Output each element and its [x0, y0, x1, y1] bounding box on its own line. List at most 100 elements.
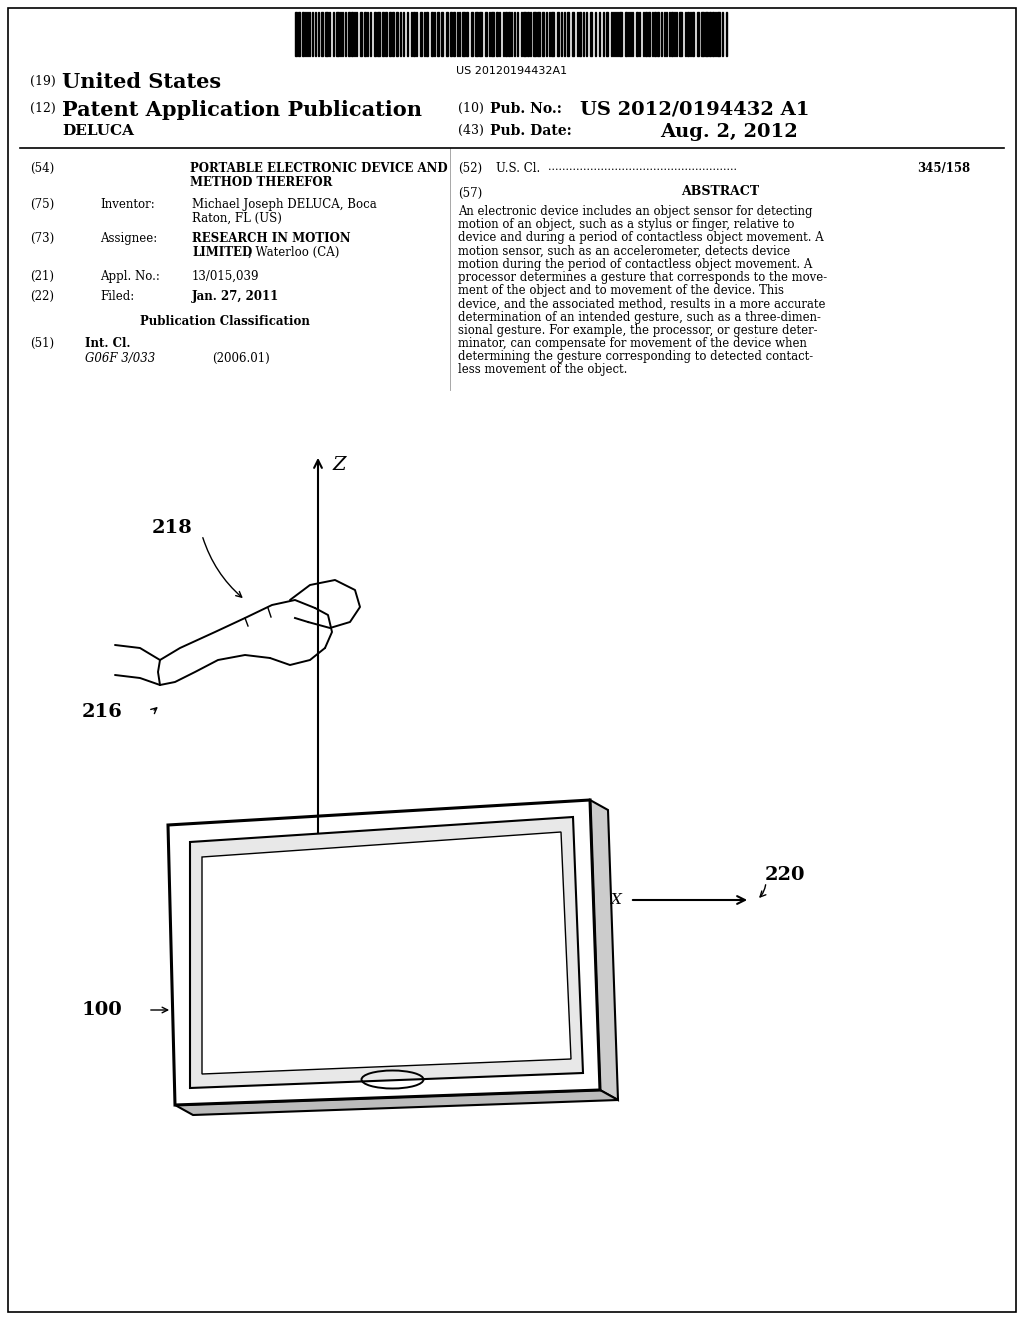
Bar: [382, 12, 384, 55]
Bar: [687, 12, 689, 55]
Bar: [508, 12, 510, 55]
Text: US 20120194432A1: US 20120194432A1: [457, 66, 567, 77]
Text: Aug. 2, 2012: Aug. 2, 2012: [660, 123, 798, 141]
Text: (75): (75): [30, 198, 54, 211]
Text: (22): (22): [30, 290, 54, 304]
Bar: [431, 12, 433, 55]
Text: , Waterloo (CA): , Waterloo (CA): [248, 246, 339, 259]
Bar: [396, 12, 398, 55]
Text: Inventor:: Inventor:: [100, 198, 155, 211]
Bar: [671, 12, 673, 55]
Bar: [709, 12, 711, 55]
Bar: [537, 12, 540, 55]
Bar: [295, 12, 297, 55]
Text: less movement of the object.: less movement of the object.: [458, 363, 628, 376]
Bar: [420, 12, 422, 55]
Bar: [705, 12, 708, 55]
Bar: [437, 12, 439, 55]
Text: X: X: [611, 894, 622, 907]
Bar: [657, 12, 659, 55]
Text: determining the gesture corresponding to detected contact-: determining the gesture corresponding to…: [458, 350, 813, 363]
Bar: [351, 12, 353, 55]
Text: Filed:: Filed:: [100, 290, 134, 304]
Text: 220: 220: [765, 866, 806, 884]
Polygon shape: [190, 817, 583, 1088]
Bar: [490, 12, 494, 55]
Polygon shape: [202, 832, 571, 1074]
Bar: [389, 12, 391, 55]
Text: Pub. No.:: Pub. No.:: [490, 102, 562, 116]
Text: ment of the object and to movement of the device. This: ment of the object and to movement of th…: [458, 284, 784, 297]
Text: Assignee:: Assignee:: [100, 232, 158, 246]
Text: (43): (43): [458, 124, 484, 137]
Text: PORTABLE ELECTRONIC DEVICE AND: PORTABLE ELECTRONIC DEVICE AND: [190, 162, 447, 176]
Text: LIMITED: LIMITED: [193, 246, 252, 259]
Polygon shape: [168, 800, 600, 1105]
Text: determination of an intended gesture, such as a three-dimen-: determination of an intended gesture, su…: [458, 310, 821, 323]
Bar: [523, 12, 526, 55]
Text: US 2012/0194432 A1: US 2012/0194432 A1: [580, 100, 810, 117]
Text: 216: 216: [82, 704, 123, 721]
Bar: [606, 12, 608, 55]
Bar: [325, 12, 328, 55]
Text: 218: 218: [152, 519, 193, 537]
Text: An electronic device includes an object sensor for detecting: An electronic device includes an object …: [458, 205, 812, 218]
Bar: [360, 12, 362, 55]
Bar: [645, 12, 647, 55]
Polygon shape: [175, 1090, 618, 1115]
Text: (12): (12): [30, 102, 55, 115]
Text: motion during the period of contactless object movement. A: motion during the period of contactless …: [458, 257, 812, 271]
Bar: [377, 12, 380, 55]
Bar: [426, 12, 428, 55]
Bar: [527, 12, 529, 55]
Bar: [450, 12, 452, 55]
Text: processor determines a gesture that corresponds to the move-: processor determines a gesture that corr…: [458, 271, 827, 284]
Bar: [441, 12, 443, 55]
Text: (2006.01): (2006.01): [212, 352, 269, 366]
Bar: [542, 12, 544, 55]
Bar: [625, 12, 627, 55]
Text: RESEARCH IN MOTION: RESEARCH IN MOTION: [193, 232, 350, 246]
Text: (54): (54): [30, 162, 54, 176]
Text: (52): (52): [458, 162, 482, 176]
Text: (19): (19): [30, 75, 55, 88]
Bar: [618, 12, 622, 55]
Text: ......................................................: ........................................…: [548, 162, 737, 172]
Bar: [648, 12, 650, 55]
Bar: [654, 12, 656, 55]
Bar: [321, 12, 323, 55]
Text: 345/158: 345/158: [916, 162, 970, 176]
Text: minator, can compensate for movement of the device when: minator, can compensate for movement of …: [458, 337, 807, 350]
Bar: [636, 12, 638, 55]
Bar: [572, 12, 574, 55]
Text: Appl. No.:: Appl. No.:: [100, 271, 160, 282]
Text: 100: 100: [82, 1001, 123, 1019]
Bar: [479, 12, 482, 55]
Bar: [712, 12, 714, 55]
Text: Publication Classification: Publication Classification: [140, 315, 310, 327]
Bar: [692, 12, 694, 55]
Bar: [348, 12, 350, 55]
Text: (51): (51): [30, 337, 54, 350]
Bar: [717, 12, 720, 55]
Text: Jan. 27, 2011: Jan. 27, 2011: [193, 290, 280, 304]
Text: (57): (57): [458, 187, 482, 201]
Text: (73): (73): [30, 232, 54, 246]
Text: Pub. Date:: Pub. Date:: [490, 124, 571, 139]
Bar: [505, 12, 507, 55]
Bar: [364, 12, 366, 55]
Polygon shape: [590, 800, 618, 1100]
Text: G06F 3/033: G06F 3/033: [85, 352, 156, 366]
Bar: [374, 12, 376, 55]
Bar: [567, 12, 569, 55]
Bar: [475, 12, 478, 55]
Bar: [302, 12, 304, 55]
Text: Int. Cl.: Int. Cl.: [85, 337, 130, 350]
Text: motion of an object, such as a stylus or finger, relative to: motion of an object, such as a stylus or…: [458, 218, 795, 231]
Bar: [392, 12, 394, 55]
Text: (10): (10): [458, 102, 484, 115]
Bar: [413, 12, 415, 55]
Bar: [453, 12, 455, 55]
Text: device and during a period of contactless object movement. A: device and during a period of contactles…: [458, 231, 823, 244]
Bar: [579, 12, 581, 55]
